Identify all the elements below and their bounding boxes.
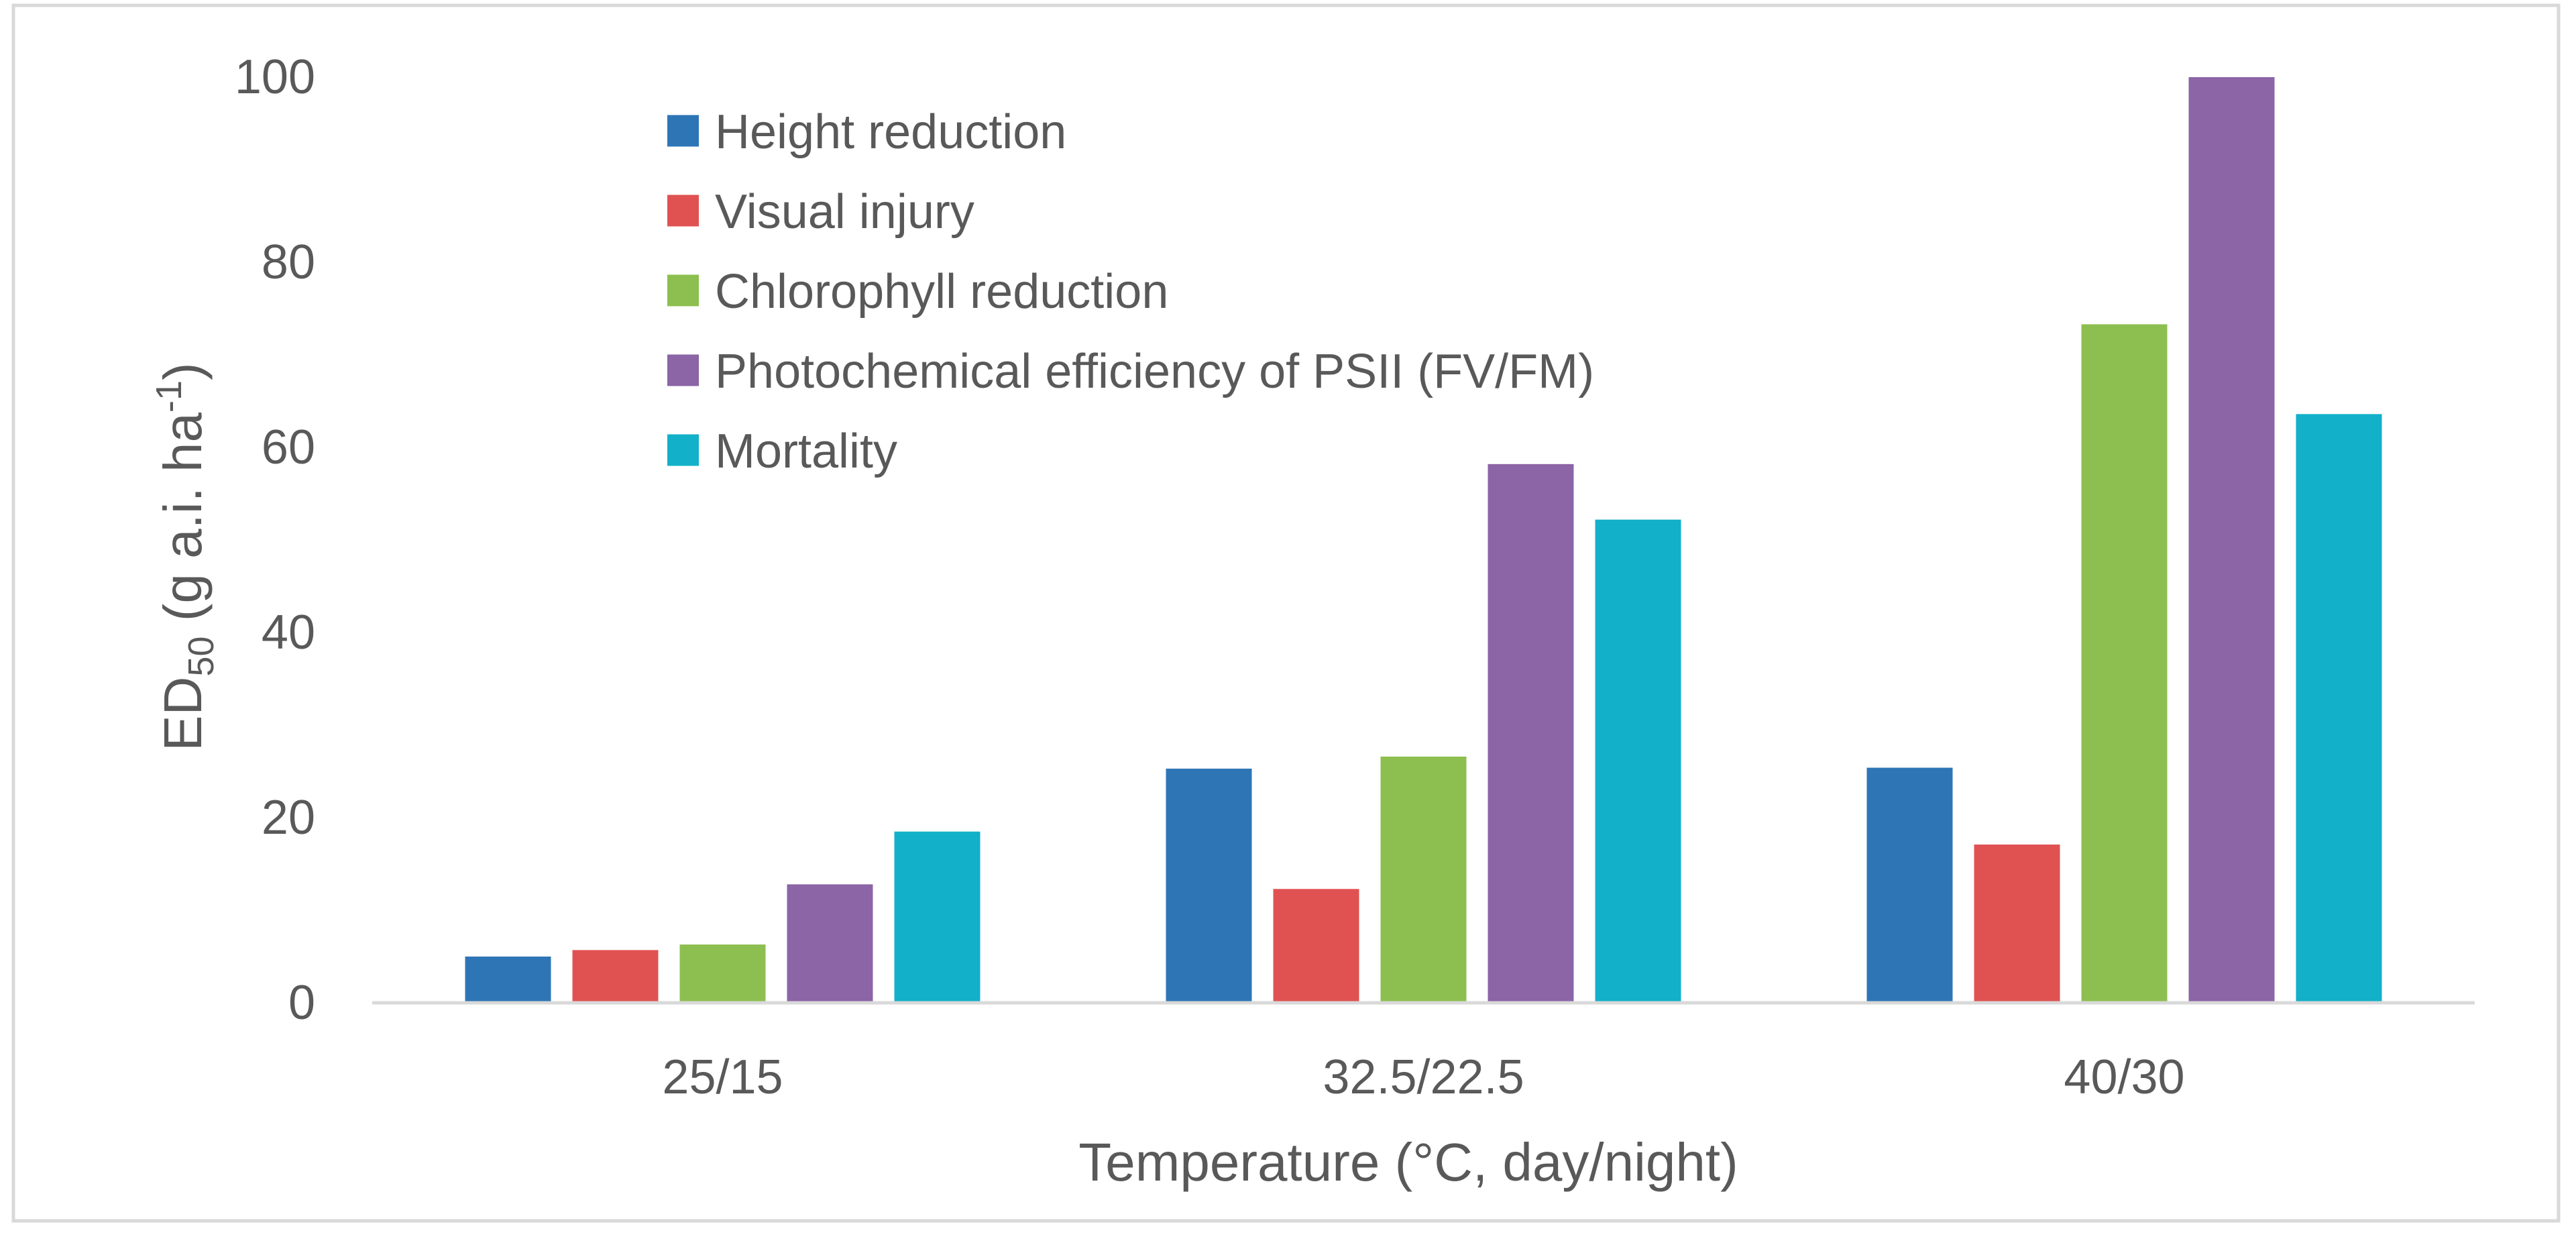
x-tick-label: 25/15 bbox=[662, 1050, 783, 1104]
y-tick-label: 80 bbox=[262, 235, 315, 289]
x-tick-label: 32.5/22.5 bbox=[1323, 1050, 1524, 1104]
x-axis-tick-labels: 25/15 32.5/22.5 40/30 bbox=[662, 1050, 2184, 1104]
x-tick-label: 40/30 bbox=[2064, 1050, 2184, 1104]
y-tick-label: 60 bbox=[262, 421, 315, 474]
bars bbox=[465, 77, 2382, 1004]
y-axis-title-unit: (g a.i. ha bbox=[153, 412, 213, 636]
bar bbox=[1166, 768, 1252, 1003]
bar bbox=[1488, 464, 1574, 1003]
bar bbox=[787, 884, 873, 1003]
legend-swatch bbox=[667, 434, 699, 466]
y-tick-label: 100 bbox=[235, 50, 315, 104]
bar bbox=[465, 957, 551, 1003]
bar bbox=[2081, 324, 2168, 1004]
bar bbox=[572, 950, 659, 1003]
legend-item: Chlorophyll reduction bbox=[667, 265, 1168, 319]
bar bbox=[894, 831, 981, 1003]
legend-label: Chlorophyll reduction bbox=[715, 265, 1168, 319]
legend-label: Mortality bbox=[715, 425, 897, 478]
bar bbox=[2188, 77, 2275, 1003]
legend-item: Photochemical efficiency of PSII (FV/FM) bbox=[667, 345, 1594, 398]
y-axis-title: ED50 (g a.i. ha-1) bbox=[149, 362, 221, 751]
y-axis-title-superscript: -1 bbox=[149, 380, 189, 413]
legend-label: Visual injury bbox=[715, 185, 974, 239]
y-tick-label: 0 bbox=[288, 976, 315, 1030]
y-tick-label: 40 bbox=[262, 606, 315, 659]
legend-swatch bbox=[667, 195, 699, 227]
bar bbox=[1380, 756, 1467, 1003]
legend: Height reduction Visual injury Chlorophyll… bbox=[667, 105, 1594, 478]
legend-swatch bbox=[667, 354, 699, 386]
legend-item: Visual injury bbox=[667, 185, 974, 239]
bar bbox=[1866, 767, 1953, 1003]
bar bbox=[1273, 889, 1359, 1003]
x-axis-title: Temperature (°C, day/night) bbox=[1078, 1132, 1738, 1192]
bar bbox=[2296, 414, 2382, 1003]
bar bbox=[1974, 845, 2060, 1003]
y-axis-tick-labels: 0 20 40 60 80 100 bbox=[235, 50, 315, 1030]
bar bbox=[679, 944, 766, 1003]
chart-border bbox=[11, 3, 2561, 1223]
legend-item: Mortality bbox=[667, 425, 897, 478]
y-axis-title-subscript: 50 bbox=[181, 636, 221, 676]
bar bbox=[1595, 519, 1681, 1003]
y-axis-title-main: ED bbox=[153, 677, 213, 751]
y-tick-label: 20 bbox=[262, 791, 315, 845]
legend-item: Height reduction bbox=[667, 105, 1066, 159]
legend-label: Photochemical efficiency of PSII (FV/FM) bbox=[715, 345, 1594, 398]
legend-swatch bbox=[667, 115, 699, 147]
legend-swatch bbox=[667, 274, 699, 307]
y-axis-title-unit-end: ) bbox=[153, 362, 213, 380]
legend-label: Height reduction bbox=[715, 105, 1066, 159]
